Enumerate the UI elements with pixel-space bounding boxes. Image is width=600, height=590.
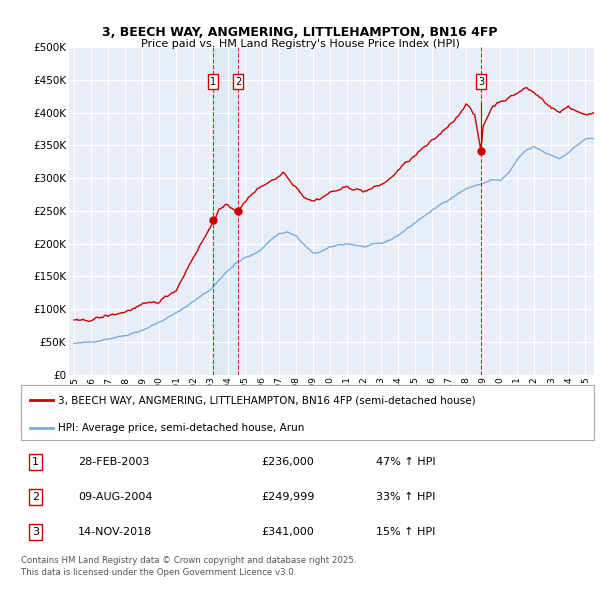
Text: £341,000: £341,000 bbox=[262, 527, 314, 537]
Text: Price paid vs. HM Land Registry's House Price Index (HPI): Price paid vs. HM Land Registry's House … bbox=[140, 39, 460, 49]
Text: 2: 2 bbox=[235, 77, 241, 87]
Text: HPI: Average price, semi-detached house, Arun: HPI: Average price, semi-detached house,… bbox=[58, 422, 305, 432]
Text: 47% ↑ HPI: 47% ↑ HPI bbox=[376, 457, 436, 467]
Text: 3: 3 bbox=[478, 77, 484, 87]
Text: £236,000: £236,000 bbox=[262, 457, 314, 467]
Text: 3, BEECH WAY, ANGMERING, LITTLEHAMPTON, BN16 4FP (semi-detached house): 3, BEECH WAY, ANGMERING, LITTLEHAMPTON, … bbox=[58, 395, 476, 405]
Text: 1: 1 bbox=[210, 77, 216, 87]
Text: 2: 2 bbox=[32, 492, 39, 502]
Text: £249,999: £249,999 bbox=[262, 492, 315, 502]
Text: 14-NOV-2018: 14-NOV-2018 bbox=[79, 527, 152, 537]
Bar bbox=[213, 47, 238, 375]
Text: This data is licensed under the Open Government Licence v3.0.: This data is licensed under the Open Gov… bbox=[21, 568, 296, 576]
Text: 15% ↑ HPI: 15% ↑ HPI bbox=[376, 527, 436, 537]
Text: 09-AUG-2004: 09-AUG-2004 bbox=[79, 492, 153, 502]
Text: Contains HM Land Registry data © Crown copyright and database right 2025.: Contains HM Land Registry data © Crown c… bbox=[21, 556, 356, 565]
Text: 3, BEECH WAY, ANGMERING, LITTLEHAMPTON, BN16 4FP: 3, BEECH WAY, ANGMERING, LITTLEHAMPTON, … bbox=[102, 26, 498, 39]
Text: 33% ↑ HPI: 33% ↑ HPI bbox=[376, 492, 436, 502]
Text: 3: 3 bbox=[32, 527, 39, 537]
Text: 1: 1 bbox=[32, 457, 39, 467]
Text: 28-FEB-2003: 28-FEB-2003 bbox=[79, 457, 149, 467]
